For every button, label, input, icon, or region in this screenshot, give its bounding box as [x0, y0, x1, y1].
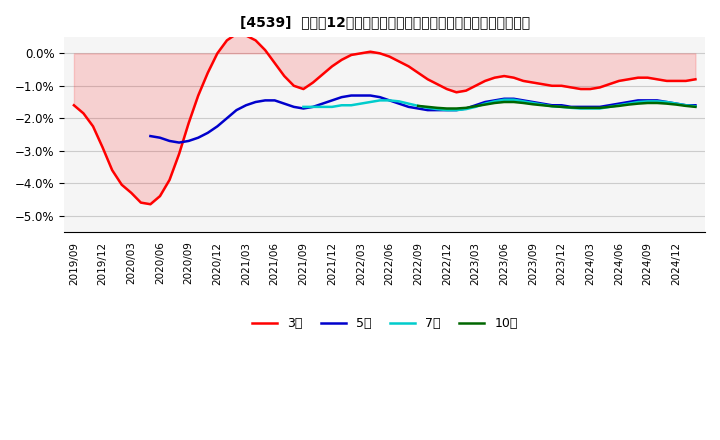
5年 [222, 116, 231, 121]
3年 [117, 182, 126, 187]
3年 [242, 33, 251, 38]
5年 [643, 98, 652, 103]
Line: 3年: 3年 [74, 34, 696, 204]
Line: 10年: 10年 [418, 102, 696, 109]
3年 [232, 31, 240, 37]
5年 [261, 98, 269, 103]
3年 [691, 77, 700, 82]
7年 [691, 103, 700, 109]
Line: 7年: 7年 [303, 100, 696, 110]
Line: 5年: 5年 [150, 95, 696, 143]
3年 [146, 202, 155, 207]
5年 [557, 103, 566, 108]
Legend: 3年, 5年, 7年, 10年: 3年, 5年, 7年, 10年 [247, 312, 523, 335]
7年 [338, 103, 346, 108]
3年 [356, 51, 365, 56]
5年 [338, 95, 346, 100]
3年 [577, 86, 585, 92]
3年 [280, 73, 289, 79]
Title: [4539]  売上高12か月移動合計の対前年同期増減率の平均値の推移: [4539] 売上高12か月移動合計の対前年同期増減率の平均値の推移 [240, 15, 530, 29]
10年 [557, 104, 566, 110]
10年 [691, 104, 700, 110]
7年 [643, 99, 652, 104]
3年 [366, 49, 374, 55]
5年 [691, 103, 700, 108]
5年 [165, 138, 174, 143]
3年 [70, 103, 78, 108]
10年 [643, 100, 652, 106]
7年 [557, 104, 566, 110]
